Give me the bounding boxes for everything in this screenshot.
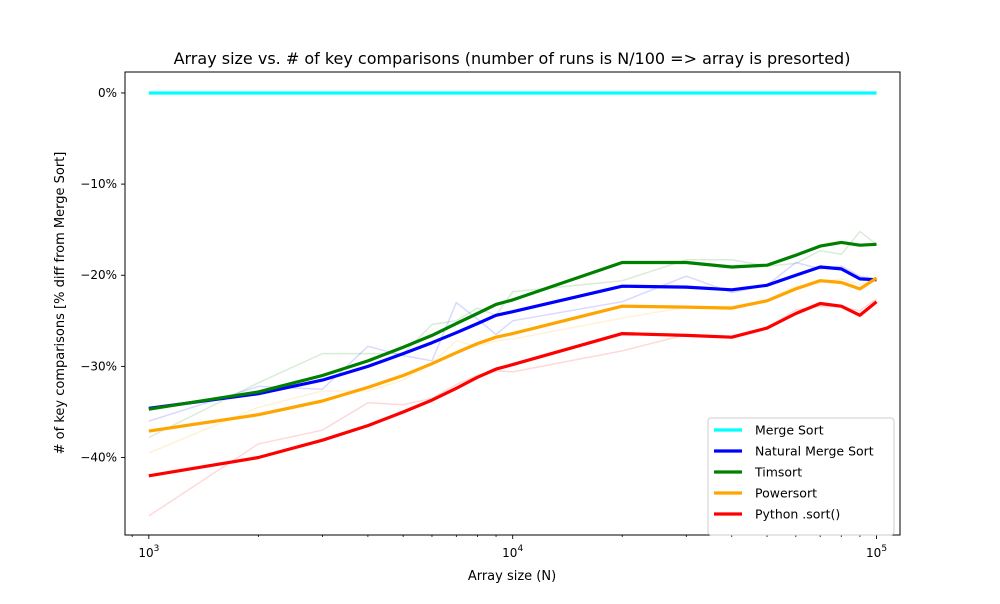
raw-line-natural-merge-sort — [148, 261, 877, 422]
legend-label-powersort: Powersort — [755, 486, 817, 501]
y-axis-ticks: 0% −10% −20% −30% −40% — [80, 86, 125, 465]
legend-label-merge-sort: Merge Sort — [755, 423, 824, 438]
series-line-python-sort — [148, 300, 878, 478]
series-line-natural-merge-sort — [148, 265, 877, 410]
y-tick-label: −20% — [80, 268, 117, 282]
x-tick-label: 104 — [502, 544, 523, 560]
legend-label-timsort: Timsort — [754, 465, 802, 480]
series-line-powersort — [148, 276, 878, 433]
legend-box — [707, 417, 895, 536]
x-tick-label: 103 — [138, 544, 159, 560]
legend-label-python-sort: Python .sort() — [755, 507, 840, 522]
raw-line-timsort — [148, 230, 877, 439]
smoothed-series-layer — [148, 91, 878, 478]
raw-line-powersort — [148, 278, 877, 454]
legend-label-natural-merge-sort: Natural Merge Sort — [755, 444, 874, 459]
raw-line-python-sort — [148, 298, 877, 517]
y-axis-label: # of key comparisons [% diff from Merge … — [53, 152, 68, 455]
chart-title: Array size vs. # of key comparisons (num… — [174, 49, 851, 68]
y-tick-label: 0% — [98, 86, 117, 100]
y-tick-label: −30% — [80, 359, 117, 373]
y-tick-label: −10% — [80, 177, 117, 191]
x-axis-ticks: 103 104 105 — [131, 535, 887, 560]
x-axis-label: Array size (N) — [468, 569, 556, 584]
series-line-timsort — [148, 240, 877, 411]
y-tick-label: −40% — [80, 451, 117, 465]
legend: Merge Sort Natural Merge Sort Timsort Power… — [707, 417, 895, 536]
x-tick-label: 105 — [866, 544, 887, 560]
raw-series-layer — [148, 230, 877, 517]
